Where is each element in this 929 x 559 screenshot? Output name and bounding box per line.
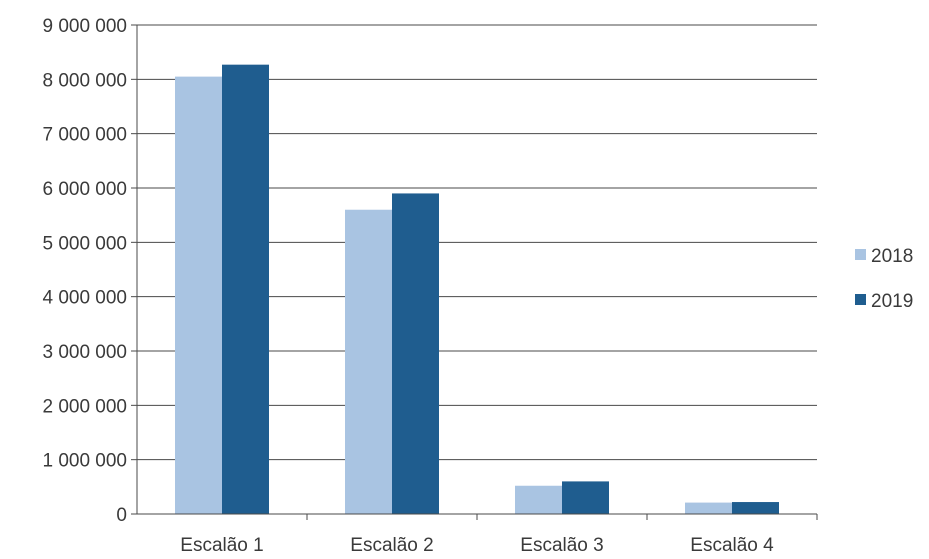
y-tick-label: 8 000 000: [42, 70, 127, 91]
y-tick-label: 6 000 000: [42, 179, 127, 200]
x-tick-labels: Escalão 1 Escalão 2 Escalão 3 Escalão 4: [180, 535, 774, 556]
x-tick-label: Escalão 1: [180, 535, 263, 554]
y-tick-label: 2 000 000: [42, 396, 127, 417]
legend-label-2019: 2019: [871, 291, 913, 312]
bars: [175, 64, 779, 514]
y-tick-label: 1 000 000: [42, 451, 127, 472]
y-tick-labels: 0 1 000 000 2 000 000 3 000 000 4 000 000 5 0…: [42, 16, 127, 526]
bar-2019-3: [562, 481, 609, 514]
y-tick-label: 7 000 000: [42, 125, 127, 146]
bar-2019-4: [732, 502, 779, 514]
y-tick-label: 4 000 000: [42, 288, 127, 309]
bar-2019-2: [392, 193, 439, 514]
legend-swatch-2019: [855, 294, 866, 305]
x-tick-label: Escalão 3: [520, 535, 603, 554]
y-tick-label: 5 000 000: [42, 233, 127, 254]
legend: 2018 2019: [855, 246, 913, 312]
y-tick-label: 0: [116, 505, 127, 526]
x-tick-label: Escalão 4: [690, 535, 774, 554]
x-tick-label: Escalão 2: [350, 535, 433, 554]
legend-label-2018: 2018: [871, 246, 913, 267]
legend-swatch-2018: [855, 249, 866, 260]
axes: [131, 24, 818, 520]
bar-2019-1: [222, 64, 269, 514]
bar-2018-2: [345, 209, 392, 514]
bar-2018-4: [685, 502, 732, 514]
y-tick-label: 3 000 000: [42, 342, 127, 363]
bar-2018-3: [515, 485, 562, 514]
y-tick-label: 9 000 000: [42, 16, 127, 37]
bar-2018-1: [175, 76, 222, 514]
